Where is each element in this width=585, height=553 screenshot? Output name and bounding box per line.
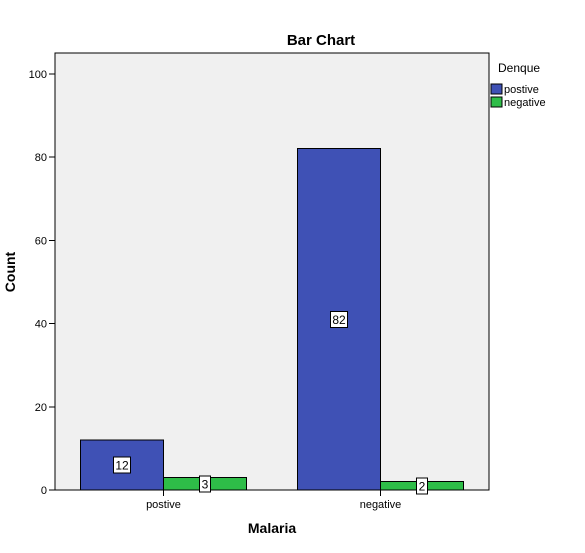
y-tick-label: 80 <box>35 152 47 164</box>
legend-title: Denque <box>498 61 540 75</box>
data-label: 3 <box>202 477 209 491</box>
legend-label: negative <box>504 97 546 109</box>
y-axis-title: Count <box>2 251 18 292</box>
chart-title: Bar Chart <box>287 32 355 49</box>
y-tick-label: 20 <box>35 402 47 414</box>
plot-area <box>54 52 490 491</box>
legend-label: postive <box>504 84 539 96</box>
bars-layer <box>80 148 464 491</box>
y-tick-label: 0 <box>41 485 47 497</box>
legend-swatch <box>490 96 503 108</box>
data-label-box <box>199 475 211 493</box>
x-axis-title: Malaria <box>248 520 296 536</box>
y-axis: 0 20 40 60 80 100 <box>29 53 56 497</box>
data-label: 12 <box>115 459 129 473</box>
y-tick-label: 100 <box>29 69 47 81</box>
data-label-box <box>416 477 428 495</box>
y-tick-label: 60 <box>35 235 47 247</box>
data-label: 2 <box>419 479 426 493</box>
y-tick-label: 40 <box>35 319 47 331</box>
data-label: 82 <box>332 313 346 327</box>
x-tick-label: postive <box>146 499 181 511</box>
legend-swatch <box>490 83 503 95</box>
data-label-box <box>113 456 131 474</box>
x-tick-label: negative <box>360 499 402 511</box>
data-label-box <box>330 310 348 328</box>
data-labels-layer: 12 82 3 2 <box>113 310 428 495</box>
